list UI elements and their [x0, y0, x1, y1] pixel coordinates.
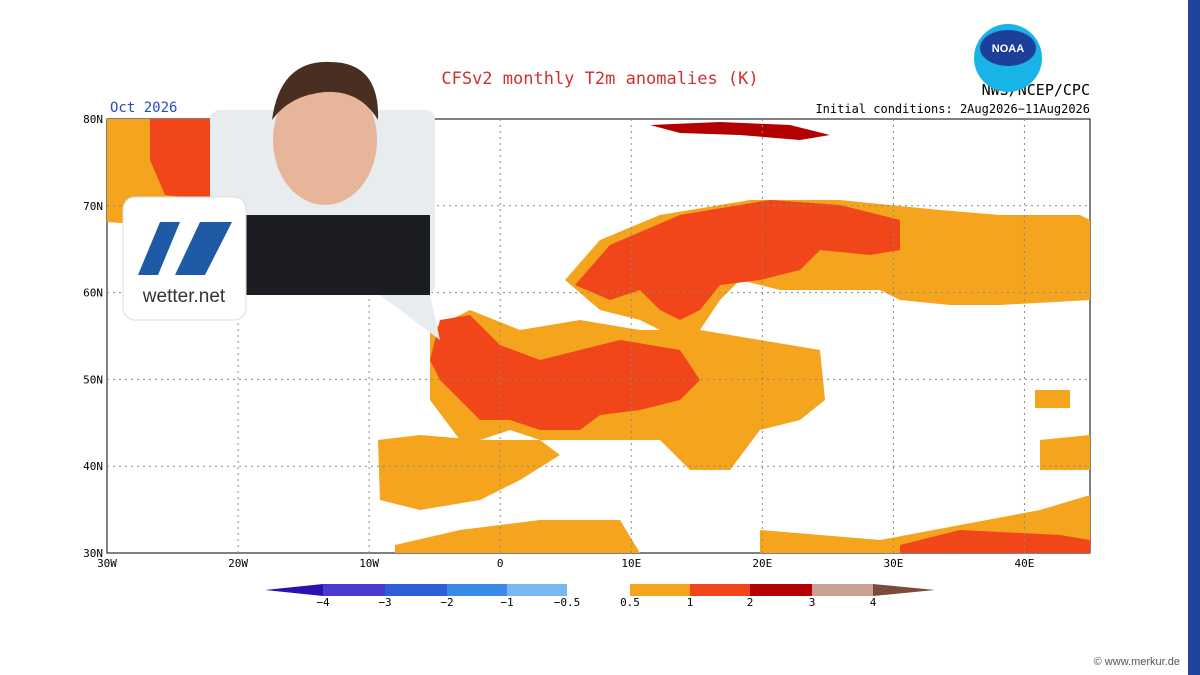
field-orange: [395, 520, 640, 553]
colorbar-label: −0.5: [554, 596, 581, 609]
colorbar-label: −1: [500, 596, 513, 609]
anomaly-fields: [107, 119, 1090, 553]
field-red: [900, 530, 1090, 553]
photo-face: [273, 75, 377, 205]
colorbar-segment: [750, 584, 812, 596]
colorbar: −4 −3 −2 −1 −0.5 0.5 1 2 3 4: [265, 584, 935, 609]
colorbar-label: −4: [316, 596, 330, 609]
lon-label: 20W: [228, 557, 248, 570]
colorbar-label: 0.5: [620, 596, 640, 609]
lon-label: 20E: [752, 557, 772, 570]
photo-body: [240, 215, 430, 295]
colorbar-label: 4: [870, 596, 877, 609]
field-orange: [1035, 390, 1070, 408]
colorbar-segment: [812, 584, 873, 596]
photo-hair: [272, 61, 379, 120]
lat-label: 40N: [83, 460, 103, 473]
field-red: [150, 119, 210, 200]
lon-label: 10E: [621, 557, 641, 570]
colorbar-arrow: [873, 584, 935, 596]
logo-mark: [175, 222, 232, 275]
colorbar-segment: [507, 584, 567, 596]
lat-label: 30N: [83, 547, 103, 560]
field-red: [575, 200, 900, 320]
colorbar-label: −3: [378, 596, 391, 609]
colorbar-label: 3: [809, 596, 816, 609]
logo-top: [980, 30, 1036, 66]
presenter-badge: wetter.net: [122, 61, 440, 340]
colorbar-label: 2: [747, 596, 754, 609]
colorbar-segment: [447, 584, 507, 596]
lat-label: 80N: [83, 113, 103, 126]
callout-tail: [380, 295, 440, 340]
lat-label: 60N: [83, 287, 103, 300]
brand-name: wetter.net: [142, 286, 226, 307]
colorbar-segment: [630, 584, 690, 596]
lon-label: 0: [497, 557, 504, 570]
colorbar-segment: [567, 584, 630, 596]
edge-strip: [1188, 0, 1200, 675]
colorbar-segment: [690, 584, 750, 596]
map-title: CFSv2 monthly T2m anomalies (K): [441, 69, 758, 89]
lon-label: 10W: [359, 557, 379, 570]
colorbar-label: 1: [687, 596, 694, 609]
noaa-logo: NOAA: [974, 24, 1042, 92]
colorbar-arrow: [265, 584, 323, 596]
field-orange: [1040, 435, 1090, 470]
initial-conditions: Initial conditions: 2Aug2026−11Aug2026: [815, 102, 1090, 116]
month-label: Oct 2026: [110, 100, 177, 116]
colorbar-label: −2: [440, 596, 453, 609]
logo-mark: [138, 222, 180, 275]
lon-label: 30W: [97, 557, 117, 570]
lon-label: 40E: [1015, 557, 1035, 570]
colorbar-segment: [385, 584, 447, 596]
field-darkred: [650, 122, 830, 140]
field-orange: [378, 435, 560, 510]
colorbar-segment: [323, 584, 385, 596]
lon-label: 30E: [883, 557, 903, 570]
logo-text: NOAA: [992, 43, 1024, 55]
field-red: [430, 315, 700, 430]
image-credit: © www.merkur.de: [1094, 656, 1180, 668]
lat-label: 70N: [83, 200, 103, 213]
lat-label: 50N: [83, 373, 103, 386]
